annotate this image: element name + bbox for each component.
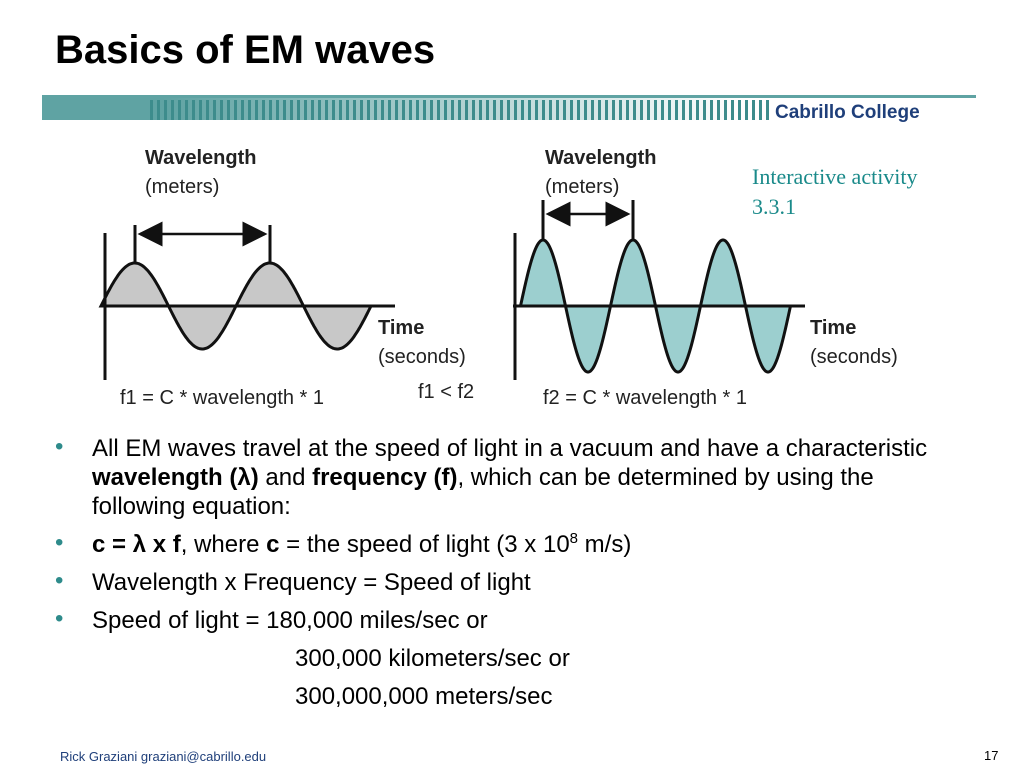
- bullet-item: • c = λ x f, where c = the speed of light…: [55, 529, 955, 559]
- bullet-text: m/s): [578, 531, 632, 558]
- bullet-dot: •: [55, 567, 64, 594]
- bullet-text: , which can be determined by using the f…: [92, 464, 874, 520]
- bullet-text: c: [266, 531, 280, 558]
- label: (meters): [145, 176, 219, 198]
- bullet-text: = the speed of light (3 x 10: [279, 531, 570, 558]
- bullet-text: and: [258, 464, 313, 491]
- bullet-text: c = λ x f: [92, 531, 181, 558]
- bullet-text: 8: [569, 530, 579, 547]
- label: Time: [378, 317, 424, 339]
- formula: f2 = C * wavelength * 1: [543, 387, 747, 409]
- continuation-line: 300,000,000 meters/sec: [295, 683, 553, 710]
- label: Time: [810, 317, 856, 339]
- title: Basics of EM waves: [55, 28, 436, 72]
- bullet-list: • All EM waves travel at the speed of lig…: [55, 433, 955, 720]
- logo: Cabrillo College: [775, 102, 920, 123]
- bullet-text: wavelength (λ): [92, 464, 259, 491]
- comparison: f1 < f2: [418, 381, 474, 403]
- page-number: 17: [984, 748, 999, 763]
- bullet-dot: •: [55, 605, 64, 632]
- footer-author: Rick Graziani graziani@cabrillo.edu: [60, 749, 267, 764]
- activity-link[interactable]: Interactive activity 3.3.1: [752, 164, 918, 219]
- formula: f1 = C * wavelength * 1: [120, 387, 324, 409]
- bullet-text: Speed of light = 180,000 miles/sec or: [92, 607, 488, 634]
- bullet-item: • All EM waves travel at the speed of lig…: [55, 433, 955, 521]
- label: (meters): [545, 176, 619, 198]
- wave-diagram: Wavelength (meters) Time (seconds) f1 = …: [98, 147, 898, 409]
- bullet-item: • Speed of light = 180,000 miles/sec or: [55, 605, 955, 635]
- label: Wavelength: [545, 147, 657, 169]
- bullet-dot: •: [55, 529, 64, 556]
- bullet-text: frequency (f): [312, 464, 458, 491]
- label: (seconds): [378, 346, 466, 368]
- continuation-line: 300,000 kilometers/sec or: [295, 645, 570, 672]
- bullet-dot: •: [55, 433, 64, 460]
- label: Wavelength: [145, 147, 257, 169]
- header-stripes: [150, 100, 770, 120]
- bullet-text: All EM waves travel at the speed of ligh…: [92, 435, 928, 462]
- label: (seconds): [810, 346, 898, 368]
- bullet-text: , where: [180, 531, 267, 558]
- bullet-item: • Wavelength x Frequency = Speed of light: [55, 567, 955, 597]
- bullet-text: Wavelength x Frequency = Speed of light: [92, 569, 531, 596]
- axes: [103, 200, 805, 380]
